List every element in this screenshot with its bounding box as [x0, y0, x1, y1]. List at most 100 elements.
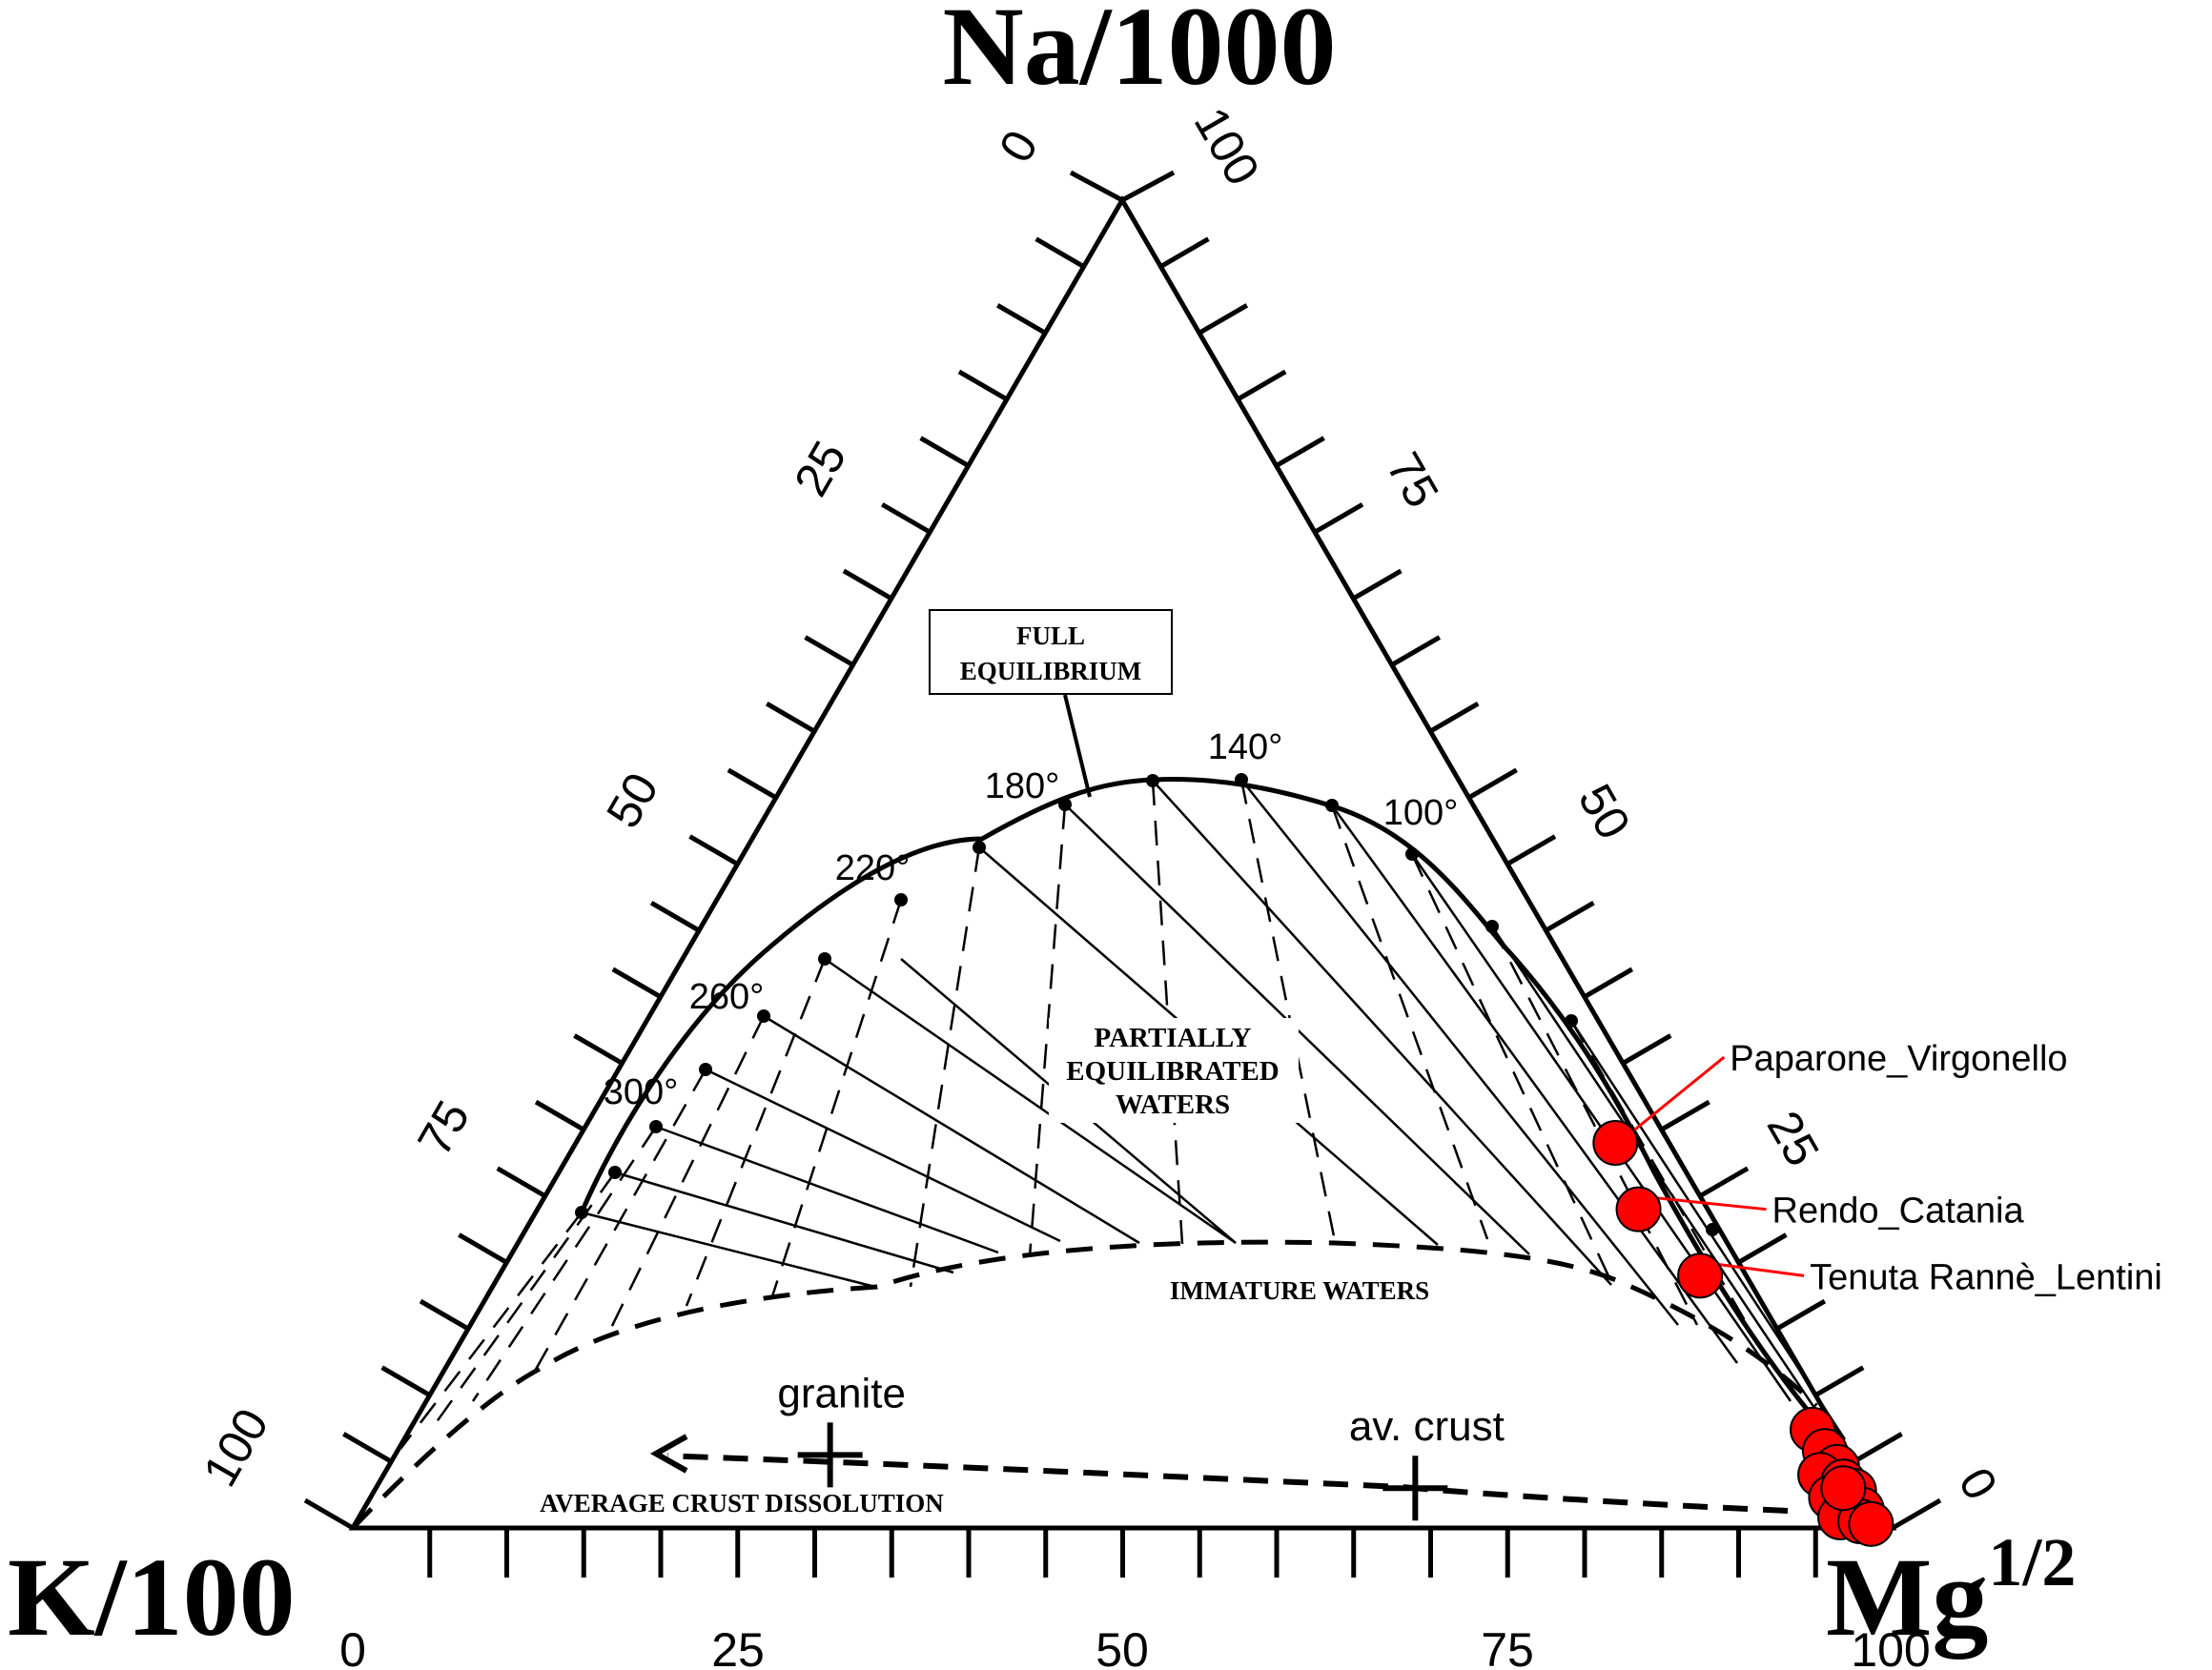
title-mg: Mg1/2 [1826, 1524, 2076, 1660]
tie-line [614, 1171, 954, 1274]
tie-line [581, 1211, 876, 1289]
temperature-labels: 140° 100° 180° 220° 260° 300° [604, 727, 1459, 1112]
dashed-tie-line [1330, 804, 1489, 1240]
sample-point [1820, 1465, 1867, 1512]
bottom-label-25: 25 [711, 1623, 765, 1670]
right-tick [1352, 568, 1403, 601]
left-tick [996, 303, 1047, 336]
full-equilibrium-curve [579, 777, 1842, 1451]
sample-leader [1631, 1055, 1726, 1133]
dashed-tie-line [909, 846, 981, 1288]
left-vertex-tick [303, 1497, 355, 1531]
dashed-tie-line [399, 1212, 583, 1450]
tie-line [763, 1014, 1140, 1245]
sample-point [1677, 1252, 1724, 1299]
left-tick [765, 702, 816, 734]
right-tick [1275, 436, 1325, 468]
tie-line [655, 1125, 999, 1254]
sample-label: Rendo_Catania [1772, 1191, 2025, 1232]
bottom-label-100: 100 [1851, 1623, 1930, 1670]
tie-line [1240, 779, 1679, 1326]
curve-node [1706, 1223, 1719, 1236]
apex-tick-left [1069, 170, 1124, 203]
right-label-75: 75 [1377, 443, 1449, 516]
left-tick [957, 369, 1009, 402]
bottom-label-75: 75 [1481, 1623, 1534, 1670]
curve-node [1235, 773, 1248, 786]
left-tick [880, 502, 932, 535]
tie-line [705, 1068, 1061, 1243]
apex-label-right: 100 [1184, 98, 1270, 193]
left-tick [573, 1033, 624, 1066]
right-label-50: 50 [1568, 775, 1641, 847]
dashed-tie-line [685, 958, 827, 1307]
temperature-label: 260° [689, 977, 765, 1017]
left-tick [727, 767, 778, 801]
partially-label-1: PARTIALLY [1095, 1023, 1252, 1053]
left-tick [342, 1432, 393, 1464]
immature-label: IMMATURE WATERS [1170, 1276, 1429, 1305]
left-label-25: 25 [784, 432, 856, 504]
sample-leader [1716, 1262, 1805, 1277]
left-tick [688, 834, 739, 866]
curve-node [1405, 847, 1419, 861]
sample-label: Tenuta Rannè_Lentini [1810, 1257, 2162, 1297]
left-tick [919, 436, 970, 468]
reference-label: granite [777, 1370, 906, 1416]
dissolution-label: AVERAGE CRUST DISSOLUTION [540, 1489, 944, 1517]
dissolution-arrow-icon [649, 1434, 688, 1474]
right-tick [1428, 702, 1480, 734]
reference-label: av. crust [1349, 1403, 1505, 1450]
dashed-tie-line [770, 899, 903, 1297]
full-equilibrium-box [929, 609, 1173, 695]
left-tick [804, 635, 854, 667]
sample-leader [1655, 1196, 1767, 1212]
curve-node [575, 1206, 588, 1219]
dashed-tie-line [1028, 804, 1067, 1257]
curve-node [1146, 774, 1159, 787]
temperature-label: 220° [835, 848, 911, 888]
curve-node [1058, 798, 1072, 811]
dashed-tie-line [1490, 926, 1699, 1326]
right-tick [1775, 1298, 1827, 1332]
dashed-tie-line [532, 1069, 707, 1374]
partially-label-2: EQUILIBRATED [1066, 1056, 1279, 1087]
bottom-label-50: 50 [1096, 1623, 1149, 1670]
curve-node [1565, 1014, 1578, 1028]
right-tick [1853, 1432, 1903, 1464]
curve-nodes [575, 773, 1719, 1236]
title-mg-sup: 1/2 [1988, 1524, 2076, 1600]
left-label-100: 100 [193, 1399, 278, 1495]
triangle-frame [348, 195, 1897, 1531]
curve-node [757, 1009, 770, 1023]
apex-label-left: 0 [989, 121, 1048, 171]
right-tick [1660, 1099, 1710, 1132]
sample-point [1615, 1186, 1662, 1232]
tie-line [1490, 926, 1828, 1426]
right-tick [1390, 635, 1442, 667]
curve-node [1325, 799, 1339, 812]
right-tick [1698, 1166, 1750, 1198]
left-tick [496, 1166, 547, 1198]
curve-node [973, 841, 986, 854]
sample-point [1592, 1120, 1639, 1167]
partially-label-3: WATERS [1116, 1090, 1230, 1120]
right-tick [1583, 967, 1634, 999]
title-k: K/100 [8, 1535, 296, 1660]
tie-line [824, 957, 1237, 1245]
left-label-50: 50 [596, 764, 668, 836]
title-mg-base: Mg [1826, 1535, 1988, 1660]
temperature-label: 140° [1208, 727, 1283, 767]
curve-node [699, 1063, 712, 1076]
dashed-tie-line [1151, 780, 1184, 1245]
left-label-75: 75 [407, 1091, 480, 1164]
sample-point [1848, 1500, 1895, 1547]
right-tick [1159, 236, 1210, 269]
right-tick [1198, 303, 1249, 336]
right-tick [1545, 900, 1595, 933]
right-label-25: 25 [1757, 1102, 1830, 1174]
sample-label: Paparone_Virgonello [1730, 1039, 2067, 1079]
dashed-tie-line [608, 1015, 766, 1331]
full-equilibrium-label-2: EQUILIBRIUM [960, 657, 1142, 685]
dashed-tie-line [1239, 779, 1337, 1242]
